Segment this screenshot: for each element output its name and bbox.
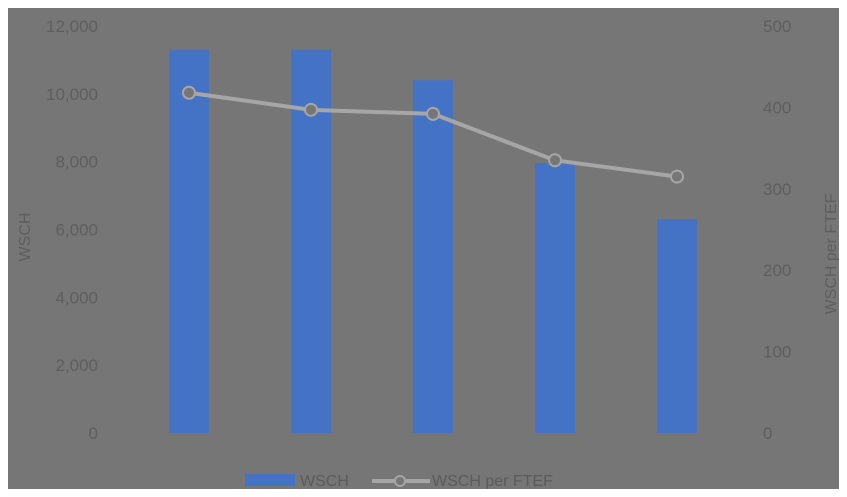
bar	[169, 49, 209, 433]
line-point	[182, 85, 196, 100]
left-tick-label: 2,000	[55, 356, 98, 375]
right-axis-title: WSCH per FTEF	[823, 193, 839, 314]
legend-marker-icon	[394, 475, 406, 487]
bar	[657, 219, 697, 433]
legend-label-wsch: WSCH	[300, 473, 349, 489]
left-axis-title: WSCH	[17, 213, 34, 262]
legend-label-wsch-per-ftef: WSCH per FTEF	[432, 473, 553, 489]
left-tick-label: 10,000	[46, 85, 98, 104]
right-tick-label: 100	[763, 343, 791, 362]
left-axis-ticks: 0 2,000 4,000 6,000 8,000 10,000 12,000	[46, 17, 98, 443]
legend-swatch-wsch	[245, 474, 295, 486]
right-tick-label: 500	[763, 17, 791, 36]
left-tick-label: 12,000	[46, 17, 98, 36]
bar-series	[169, 49, 697, 434]
right-tick-label: 0	[763, 424, 772, 443]
legend: WSCH WSCH per FTEF	[245, 473, 553, 489]
chart-area: 0 2,000 4,000 6,000 8,000 10,000 12,000 0 100 20…	[8, 8, 839, 489]
left-tick-label: 4,000	[55, 288, 98, 307]
right-tick-label: 300	[763, 180, 791, 199]
bar	[413, 80, 453, 434]
line-point	[670, 169, 684, 184]
line-point	[426, 106, 440, 121]
right-axis-ticks: 0 100 200 300 400 500	[763, 17, 791, 443]
combo-chart: 0 2,000 4,000 6,000 8,000 10,000 12,000 0 100 20…	[17, 17, 839, 489]
right-tick-label: 200	[763, 261, 791, 280]
line-series	[182, 85, 684, 184]
line-point	[304, 102, 318, 117]
right-tick-label: 400	[763, 98, 791, 117]
bar	[535, 163, 575, 434]
left-tick-label: 8,000	[55, 153, 98, 172]
line-point	[548, 153, 562, 168]
left-tick-label: 6,000	[55, 221, 98, 240]
left-tick-label: 0	[89, 424, 98, 443]
